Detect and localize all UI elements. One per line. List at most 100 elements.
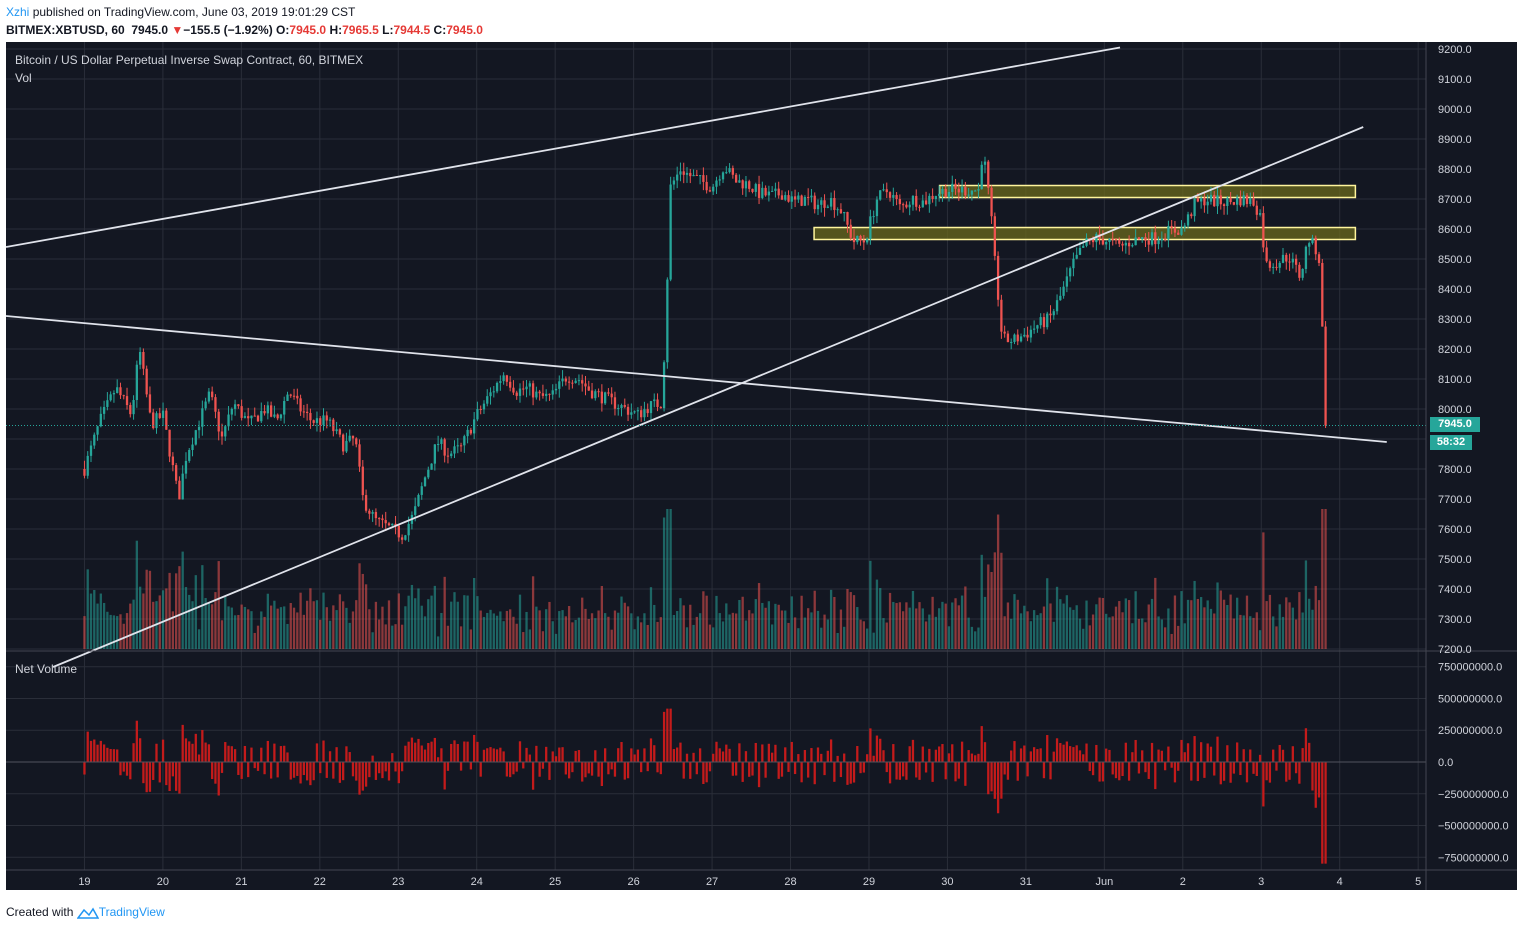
volume-bar — [1190, 600, 1193, 649]
volume-bar — [1154, 577, 1157, 649]
volume-bar — [374, 601, 378, 649]
tradingview-brand[interactable]: TradingView — [98, 905, 165, 919]
volume-bar — [1298, 592, 1301, 649]
candle-body — [1255, 205, 1258, 215]
volume-bar — [1206, 600, 1209, 649]
volume-bar — [476, 596, 479, 649]
candle-body — [695, 174, 698, 176]
net-volume-bar — [826, 750, 829, 762]
candle-body — [888, 192, 892, 198]
net-volume-bar — [217, 762, 220, 796]
candle-body — [761, 187, 764, 198]
candle-body — [1016, 334, 1019, 342]
candle-body — [473, 419, 476, 434]
net-volume-bar — [617, 748, 620, 762]
net-volume-bar — [1065, 741, 1069, 762]
net-volume-bar — [754, 742, 757, 762]
volume-bar — [1105, 613, 1108, 649]
net-volume-bar — [662, 711, 666, 762]
candle-body — [865, 238, 869, 243]
candle-body — [138, 351, 142, 365]
net-volume-bar — [211, 762, 214, 780]
net-volume-bar — [125, 762, 129, 776]
net-volume-bar — [905, 762, 908, 780]
candle-body — [273, 414, 276, 417]
volume-bar — [1314, 585, 1317, 649]
net-volume-bar — [620, 742, 623, 762]
chart-canvas[interactable]: 9200.0 9100.0 9000.0 8900.0 8800.0 8700.0 8600… — [6, 42, 1517, 890]
candle-body — [191, 444, 194, 451]
volume-bar — [459, 626, 463, 649]
net-volume-label: Net Volume — [15, 662, 78, 676]
net-volume-bar — [1298, 762, 1301, 784]
volume-bar — [977, 627, 980, 649]
net-volume-bar — [839, 762, 843, 778]
volume-bar — [836, 632, 839, 649]
volume-bar — [1019, 613, 1023, 649]
candle-body — [771, 190, 774, 192]
net-volume-bar — [1196, 762, 1200, 782]
candle-body — [921, 200, 924, 208]
volume-bar — [482, 616, 486, 649]
candle-body — [1072, 258, 1075, 269]
candle-body — [875, 199, 879, 217]
volume-bar — [862, 621, 865, 649]
volume-bar — [1003, 616, 1006, 649]
volume-bar — [453, 592, 456, 649]
candle-body — [1285, 254, 1288, 262]
volume-bar — [404, 606, 407, 649]
net-volume-bar — [977, 753, 980, 762]
volume-bar — [659, 617, 662, 649]
net-volume-bar — [374, 762, 378, 780]
net-volume-bar — [397, 762, 400, 784]
volume-bar — [1127, 600, 1131, 649]
price-tick-label: 7200.0 — [1438, 644, 1472, 656]
net-volume-bar — [718, 748, 721, 762]
volume-bar — [1075, 605, 1078, 649]
volume-bar — [820, 627, 823, 649]
volume-bar — [938, 608, 941, 649]
time-tick-label: 24 — [471, 876, 483, 888]
net-volume-bar — [1206, 743, 1209, 762]
volume-bar — [122, 623, 125, 649]
time-tick-label: 25 — [549, 876, 561, 888]
candle-body — [1023, 334, 1026, 337]
volume-bar — [662, 517, 666, 649]
net-volume-bar — [947, 753, 951, 762]
net-volume-bar — [155, 743, 158, 762]
net-volume-bar — [1209, 746, 1213, 762]
net-volume-bar — [522, 762, 525, 769]
candle-body — [142, 351, 145, 369]
volume-bar — [348, 622, 351, 649]
volume-bar — [1222, 599, 1226, 649]
net-volume-bar — [1291, 746, 1294, 762]
net-volume-bar — [309, 762, 312, 786]
candle-body — [1105, 242, 1108, 245]
net-volume-bar — [171, 762, 175, 777]
net-volume-bar — [473, 734, 476, 762]
candle-body — [987, 161, 990, 188]
volume-bar — [888, 592, 892, 649]
author-name[interactable]: Xzhi — [6, 5, 30, 19]
volume-bar — [712, 627, 715, 649]
volume-bar — [1049, 603, 1052, 649]
volume-bar — [309, 588, 312, 649]
candle-body — [286, 394, 289, 401]
net-volume-bar — [486, 748, 489, 762]
tradingview-logo-icon[interactable] — [76, 905, 99, 919]
candle-body — [102, 406, 106, 414]
net-volume-bar — [689, 762, 692, 779]
candle-body — [1003, 331, 1006, 334]
volume-bar — [1069, 607, 1072, 649]
candle-body — [1049, 313, 1052, 316]
net-volume-bar — [970, 753, 974, 762]
candle-body — [754, 184, 757, 192]
volume-bar — [679, 598, 682, 649]
volume-bar — [1062, 603, 1065, 649]
down-arrow-icon: ▼ — [171, 23, 184, 37]
candle-body — [954, 183, 957, 189]
net-volume-bar — [784, 747, 787, 762]
volume-bar — [102, 602, 106, 649]
net-volume-bar — [1281, 749, 1285, 762]
net-volume-bar — [525, 747, 528, 762]
